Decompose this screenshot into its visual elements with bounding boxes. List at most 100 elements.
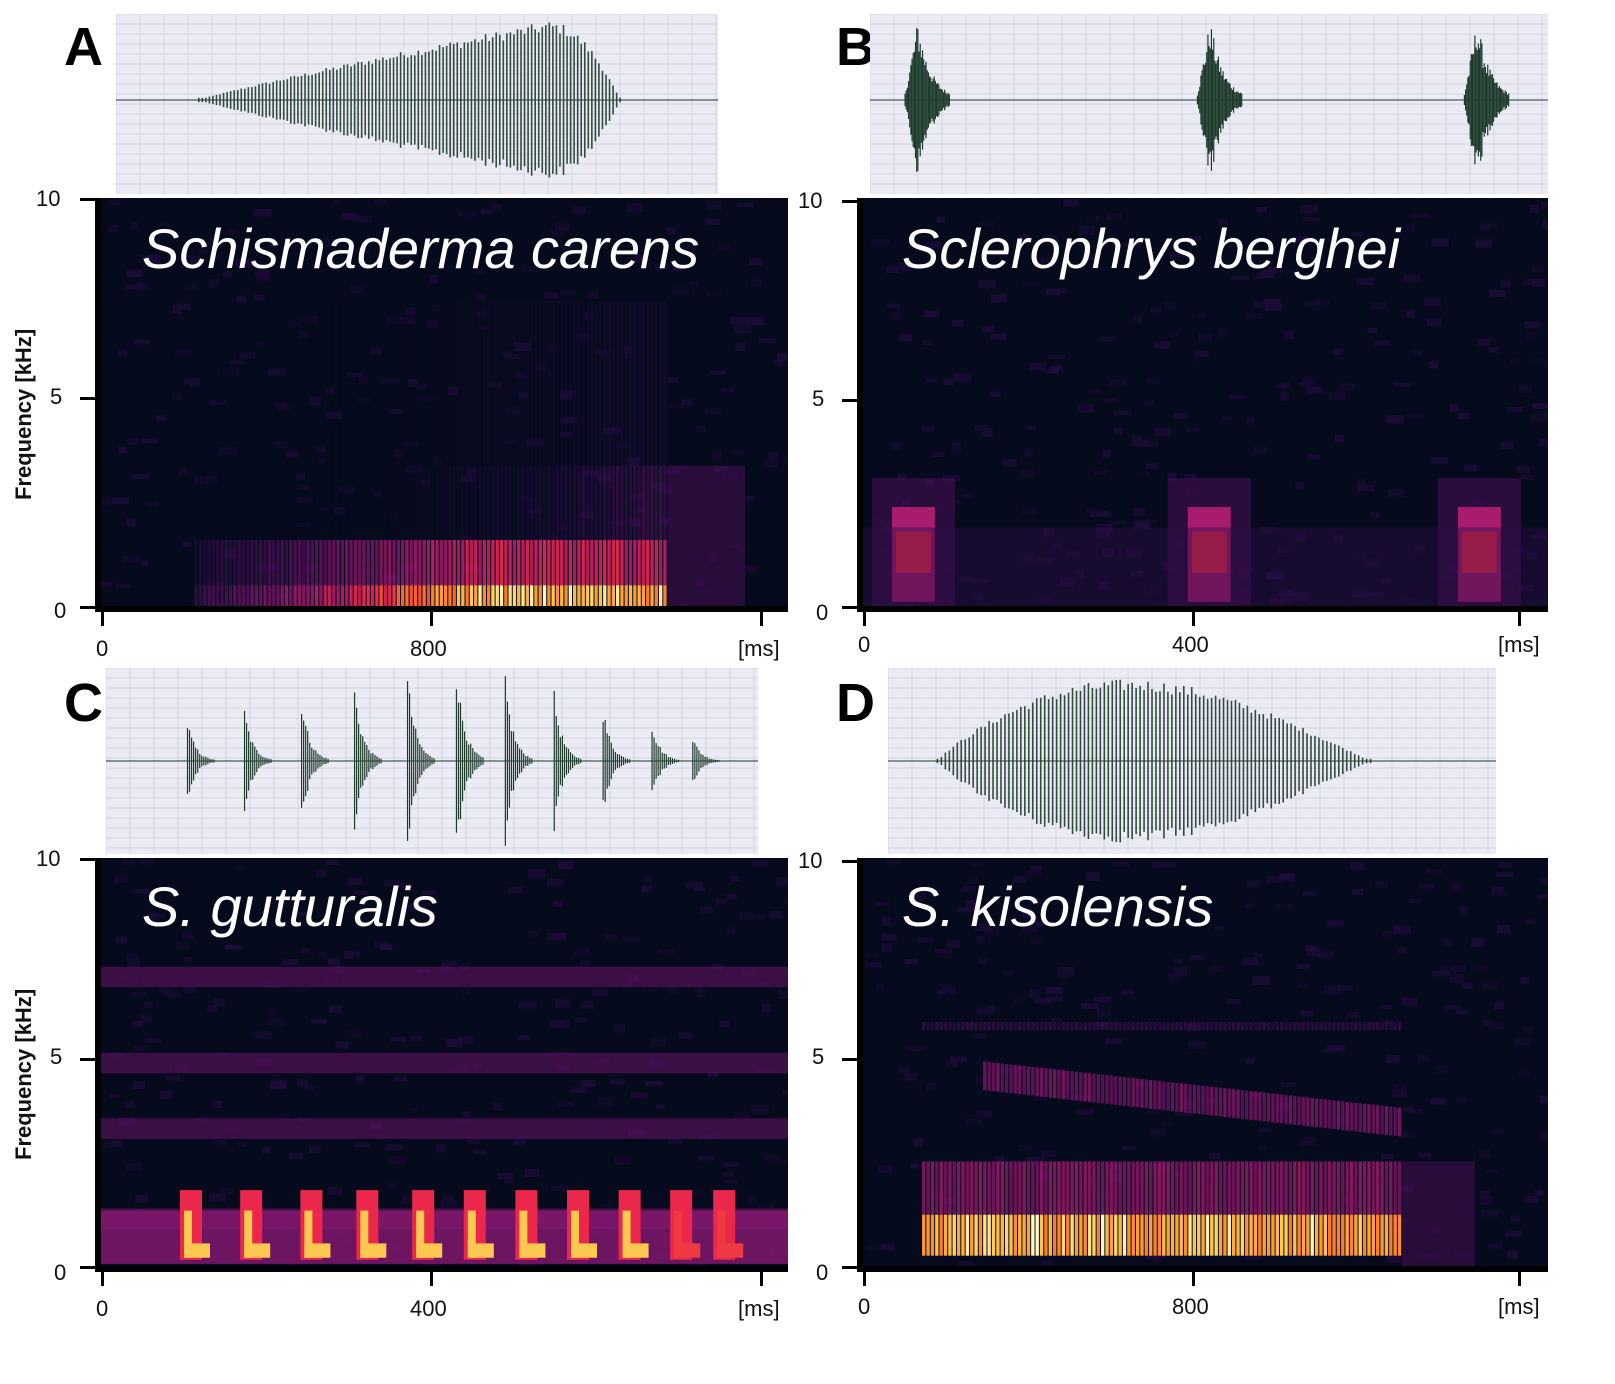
noise-cell [917, 936, 933, 944]
noise-cell [141, 438, 158, 444]
noise-cell [435, 1144, 447, 1153]
noise-cell [1392, 382, 1411, 387]
noise-cell [458, 1035, 473, 1045]
spectrogram-cell [1052, 1069, 1057, 1099]
noise-cell [945, 1060, 958, 1068]
pulse-core [360, 1210, 369, 1258]
noise-cell [666, 227, 677, 235]
noise-cell [519, 1262, 537, 1268]
noise-cell [700, 906, 714, 914]
spectrogram-cell [952, 1022, 956, 1031]
noise-cell [1523, 1196, 1539, 1203]
noise-cell [623, 345, 633, 354]
noise-cell [546, 878, 564, 887]
noise-cell [1405, 309, 1415, 319]
noise-cell [1173, 413, 1189, 419]
spectrogram-cell [1384, 1214, 1389, 1256]
spectrogram-cell [439, 465, 443, 540]
noise-cell [111, 497, 130, 505]
spectrogram-cell [237, 585, 241, 608]
noise-cell [525, 438, 544, 447]
spectrogram-cell [1118, 1076, 1122, 1106]
noise-cell [1021, 507, 1037, 515]
noise-cell [565, 416, 578, 423]
noise-cell [953, 374, 972, 383]
noise-cell [1097, 908, 1110, 916]
spectrogram-cell [1192, 1084, 1197, 1114]
noise-cell [1475, 239, 1493, 248]
noise-cell [211, 1100, 223, 1109]
noise-cell [347, 877, 363, 885]
spectrogram-cell [409, 585, 413, 608]
x-tick [1518, 612, 1521, 626]
spectrogram-cell [1096, 1161, 1101, 1215]
noise-cell [447, 386, 460, 396]
noise-cell [971, 592, 984, 602]
spectrogram-tail [667, 465, 745, 610]
spectrogram-cell [1039, 1022, 1044, 1031]
spectrogram-cell [590, 539, 594, 586]
pulse-foot [416, 1243, 443, 1258]
y-tick-label: 10 [798, 188, 823, 213]
spectrogram-cell [362, 539, 366, 586]
noise-cell [1013, 999, 1025, 1005]
noise-cell [1164, 861, 1176, 868]
noise-cell [1085, 871, 1100, 881]
noise-cell [1391, 1089, 1408, 1098]
noise-cell [1063, 199, 1078, 207]
spectrogram-cell [456, 465, 461, 540]
noise-cell [355, 215, 373, 223]
spectrogram-cell [538, 301, 542, 466]
spectrogram-cell [1341, 1161, 1345, 1215]
spectrogram-cell [327, 301, 332, 466]
noise-cell [952, 320, 964, 327]
noise-cell [1173, 958, 1182, 964]
spectrogram-cell [224, 301, 228, 466]
spectrogram-cell [1096, 1022, 1101, 1031]
spectrogram-cell [276, 301, 280, 466]
spectrogram-cell [302, 465, 306, 540]
pulse-core [717, 1210, 726, 1258]
noise-cell [1488, 1243, 1503, 1249]
spectrogram-cell [1153, 1080, 1157, 1110]
noise-cell [1303, 301, 1316, 307]
spectrogram-cell [1376, 1105, 1380, 1134]
noise-cell [1228, 395, 1246, 400]
noise-cell [778, 990, 788, 999]
spectrogram-cell [650, 539, 654, 586]
noise-cell [746, 316, 765, 326]
noise-cell [157, 230, 168, 239]
noise-cell [1435, 1065, 1448, 1074]
spectrogram-cell [504, 585, 508, 608]
noise-cell [1300, 204, 1318, 214]
noise-cell [597, 1097, 613, 1107]
noise-cell [1018, 1144, 1033, 1151]
noise-cell [1188, 1040, 1206, 1050]
noise-cell [1045, 987, 1062, 994]
noise-cell [379, 378, 390, 385]
spectrogram-cell [401, 465, 405, 540]
spectrogram-cell [961, 1214, 965, 1256]
spectrogram-cell [1236, 1022, 1240, 1031]
noise-cell [1357, 479, 1366, 486]
noise-cell [1293, 236, 1309, 244]
spectrogram-cell [426, 465, 431, 540]
spectrogram-cell [1258, 1161, 1262, 1215]
spectrogram-cell [1345, 1022, 1349, 1031]
x-tick [101, 1272, 104, 1286]
spectrogram-cell [250, 585, 254, 608]
noise-cell [222, 270, 232, 278]
noise-cell [627, 203, 644, 213]
noise-cell [1097, 531, 1111, 538]
spectrogram-cell [370, 539, 375, 586]
spectrogram-cell [1026, 1161, 1031, 1215]
spectrogram-cell [418, 585, 422, 608]
spectrogram-cell [396, 465, 400, 540]
noise-cell [950, 1056, 967, 1062]
noise-cell [1012, 875, 1028, 883]
noise-cell [387, 379, 400, 385]
spectrogram-cell [1258, 1022, 1262, 1031]
noise-cell [776, 877, 788, 886]
noise-cell [1221, 416, 1233, 421]
spectrogram-cell [392, 301, 396, 466]
